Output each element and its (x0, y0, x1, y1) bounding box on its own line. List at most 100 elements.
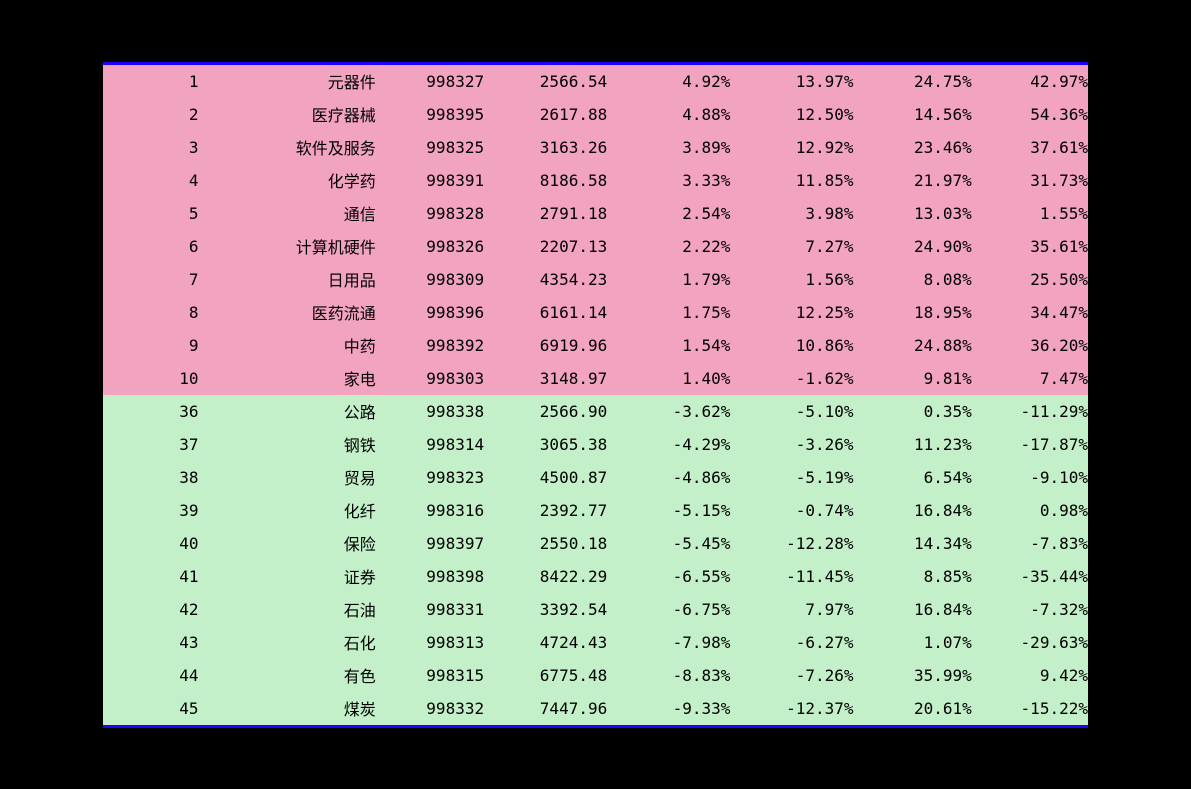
cell-value: 2550.18 (492, 534, 615, 553)
cell-pct4: 7.47% (980, 369, 1088, 388)
cell-code: 998395 (384, 105, 492, 124)
cell-rank: 44 (103, 666, 206, 685)
cell-pct1: -4.29% (615, 435, 738, 454)
cell-rank: 38 (103, 468, 206, 487)
cell-name: 医药流通 (206, 300, 383, 324)
cell-value: 2617.88 (492, 105, 615, 124)
cell-name: 中药 (206, 333, 383, 357)
cell-pct1: -6.75% (615, 600, 738, 619)
cell-pct3: 24.90% (862, 237, 980, 256)
cell-name: 证券 (206, 564, 383, 588)
cell-pct3: 16.84% (862, 600, 980, 619)
cell-code: 998326 (384, 237, 492, 256)
cell-pct1: -3.62% (615, 402, 738, 421)
cell-value: 2791.18 (492, 204, 615, 223)
cell-pct1: -8.83% (615, 666, 738, 685)
cell-rank: 7 (103, 270, 206, 289)
cell-pct3: 1.07% (862, 633, 980, 652)
cell-pct4: 36.20% (980, 336, 1088, 355)
cell-pct1: -9.33% (615, 699, 738, 718)
cell-pct3: 8.08% (862, 270, 980, 289)
cell-pct1: 3.89% (615, 138, 738, 157)
cell-pct3: 14.56% (862, 105, 980, 124)
cell-pct4: -7.32% (980, 600, 1088, 619)
cell-value: 2392.77 (492, 501, 615, 520)
cell-pct1: -5.45% (615, 534, 738, 553)
cell-name: 软件及服务 (206, 135, 383, 159)
cell-pct3: 35.99% (862, 666, 980, 685)
cell-pct2: 11.85% (738, 171, 861, 190)
cell-pct3: 20.61% (862, 699, 980, 718)
cell-pct3: 16.84% (862, 501, 980, 520)
cell-value: 2566.90 (492, 402, 615, 421)
cell-rank: 10 (103, 369, 206, 388)
cell-code: 998398 (384, 567, 492, 586)
cell-pct2: -12.37% (738, 699, 861, 718)
cell-pct1: -4.86% (615, 468, 738, 487)
cell-value: 3148.97 (492, 369, 615, 388)
cell-pct2: 3.98% (738, 204, 861, 223)
table-row: 3软件及服务9983253163.263.89%12.92%23.46%37.6… (103, 131, 1088, 164)
cell-value: 8422.29 (492, 567, 615, 586)
cell-code: 998396 (384, 303, 492, 322)
cell-pct4: 1.55% (980, 204, 1088, 223)
table-row: 4化学药9983918186.583.33%11.85%21.97%31.73% (103, 164, 1088, 197)
cell-rank: 42 (103, 600, 206, 619)
cell-code: 998315 (384, 666, 492, 685)
cell-pct1: 1.40% (615, 369, 738, 388)
cell-code: 998314 (384, 435, 492, 454)
table-row: 39化纤9983162392.77-5.15%-0.74%16.84%0.98% (103, 494, 1088, 527)
cell-name: 贸易 (206, 465, 383, 489)
table-row: 1元器件9983272566.544.92%13.97%24.75%42.97% (103, 65, 1088, 98)
cell-pct2: 10.86% (738, 336, 861, 355)
cell-pct3: 18.95% (862, 303, 980, 322)
cell-pct4: 25.50% (980, 270, 1088, 289)
cell-pct1: -6.55% (615, 567, 738, 586)
cell-value: 2566.54 (492, 72, 615, 91)
cell-value: 7447.96 (492, 699, 615, 718)
cell-rank: 8 (103, 303, 206, 322)
cell-value: 8186.58 (492, 171, 615, 190)
cell-name: 化纤 (206, 498, 383, 522)
cell-pct4: 0.98% (980, 501, 1088, 520)
cell-value: 3392.54 (492, 600, 615, 619)
table-row: 42石油9983313392.54-6.75%7.97%16.84%-7.32% (103, 593, 1088, 626)
table-row: 44有色9983156775.48-8.83%-7.26%35.99%9.42% (103, 659, 1088, 692)
cell-name: 煤炭 (206, 696, 383, 720)
table-row: 37钢铁9983143065.38-4.29%-3.26%11.23%-17.8… (103, 428, 1088, 461)
cell-value: 4500.87 (492, 468, 615, 487)
cell-code: 998392 (384, 336, 492, 355)
table-row: 41证券9983988422.29-6.55%-11.45%8.85%-35.4… (103, 560, 1088, 593)
cell-pct2: -12.28% (738, 534, 861, 553)
cell-pct2: -3.26% (738, 435, 861, 454)
table-row: 43石化9983134724.43-7.98%-6.27%1.07%-29.63… (103, 626, 1088, 659)
cell-code: 998325 (384, 138, 492, 157)
cell-name: 保险 (206, 531, 383, 555)
cell-pct2: 7.27% (738, 237, 861, 256)
cell-rank: 40 (103, 534, 206, 553)
cell-pct1: 1.54% (615, 336, 738, 355)
cell-name: 通信 (206, 201, 383, 225)
cell-rank: 4 (103, 171, 206, 190)
table-row: 8医药流通9983966161.141.75%12.25%18.95%34.47… (103, 296, 1088, 329)
cell-pct1: 1.75% (615, 303, 738, 322)
cell-pct2: -5.10% (738, 402, 861, 421)
cell-name: 家电 (206, 366, 383, 390)
cell-pct1: 4.88% (615, 105, 738, 124)
cell-pct1: 1.79% (615, 270, 738, 289)
cell-rank: 5 (103, 204, 206, 223)
table-row: 9中药9983926919.961.54%10.86%24.88%36.20% (103, 329, 1088, 362)
cell-pct4: -7.83% (980, 534, 1088, 553)
cell-pct1: 2.22% (615, 237, 738, 256)
cell-value: 4724.43 (492, 633, 615, 652)
cell-name: 化学药 (206, 168, 383, 192)
cell-code: 998338 (384, 402, 492, 421)
cell-pct4: -35.44% (980, 567, 1088, 586)
cell-rank: 37 (103, 435, 206, 454)
cell-pct2: -6.27% (738, 633, 861, 652)
table-row: 2医疗器械9983952617.884.88%12.50%14.56%54.36… (103, 98, 1088, 131)
cell-code: 998391 (384, 171, 492, 190)
cell-pct3: 9.81% (862, 369, 980, 388)
cell-pct2: -0.74% (738, 501, 861, 520)
cell-code: 998397 (384, 534, 492, 553)
